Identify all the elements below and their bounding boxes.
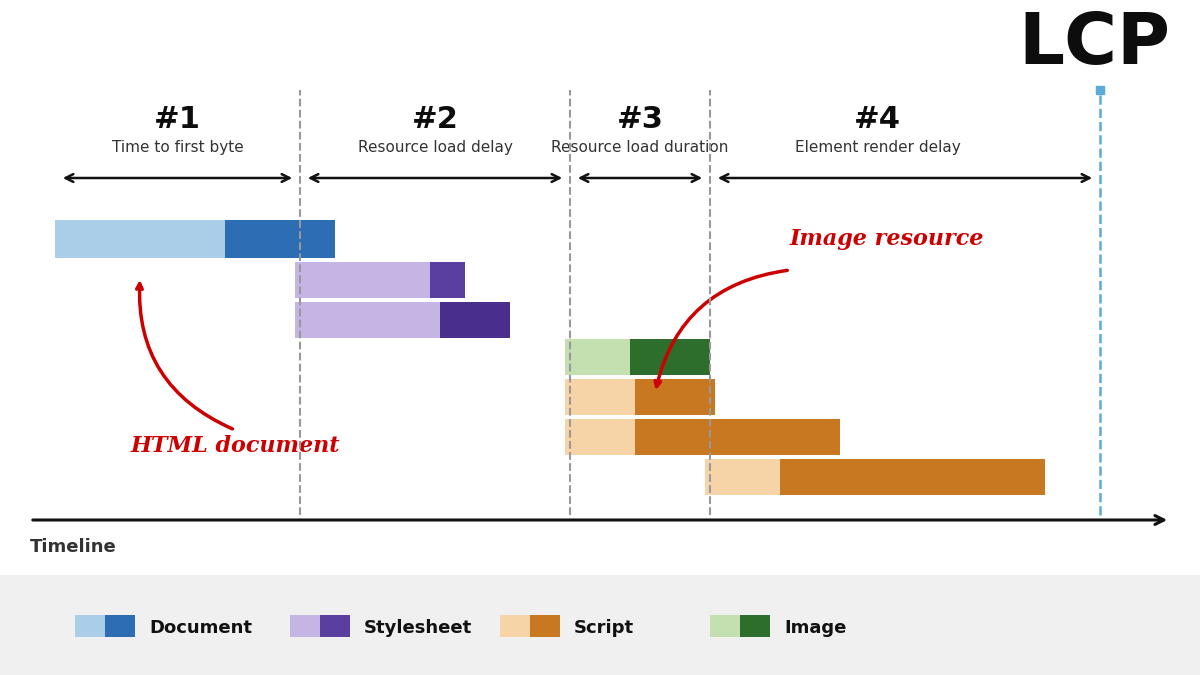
Bar — [635, 379, 715, 415]
Bar — [740, 615, 770, 637]
Bar — [55, 220, 226, 258]
Text: #1: #1 — [154, 105, 202, 134]
Bar — [706, 459, 780, 495]
Text: #3: #3 — [617, 105, 664, 134]
Text: Element render delay: Element render delay — [794, 140, 960, 155]
Bar — [320, 615, 350, 637]
Text: Document: Document — [149, 619, 252, 637]
Bar — [106, 615, 134, 637]
Bar — [0, 575, 1200, 675]
Bar — [530, 615, 560, 637]
Bar — [226, 220, 335, 258]
Text: LCP: LCP — [1018, 10, 1170, 79]
Bar — [630, 339, 710, 375]
Text: Timeline: Timeline — [30, 538, 116, 556]
Bar — [430, 262, 466, 298]
Bar — [565, 379, 635, 415]
Text: Time to first byte: Time to first byte — [112, 140, 244, 155]
Text: Image resource: Image resource — [790, 228, 984, 250]
Text: #4: #4 — [854, 105, 901, 134]
Text: #2: #2 — [412, 105, 458, 134]
Bar — [295, 262, 430, 298]
Bar — [780, 459, 1045, 495]
Text: Stylesheet: Stylesheet — [364, 619, 473, 637]
Bar — [290, 615, 320, 637]
Bar — [440, 302, 510, 338]
Bar — [74, 615, 106, 637]
Bar — [565, 419, 635, 455]
Text: Resource load delay: Resource load delay — [358, 140, 512, 155]
Bar — [710, 615, 740, 637]
Text: HTML document: HTML document — [131, 435, 340, 457]
Text: Script: Script — [574, 619, 634, 637]
Bar — [295, 302, 440, 338]
Bar — [635, 419, 840, 455]
Text: Image: Image — [784, 619, 846, 637]
Bar — [500, 615, 530, 637]
Text: Resource load duration: Resource load duration — [551, 140, 728, 155]
Bar — [565, 339, 630, 375]
